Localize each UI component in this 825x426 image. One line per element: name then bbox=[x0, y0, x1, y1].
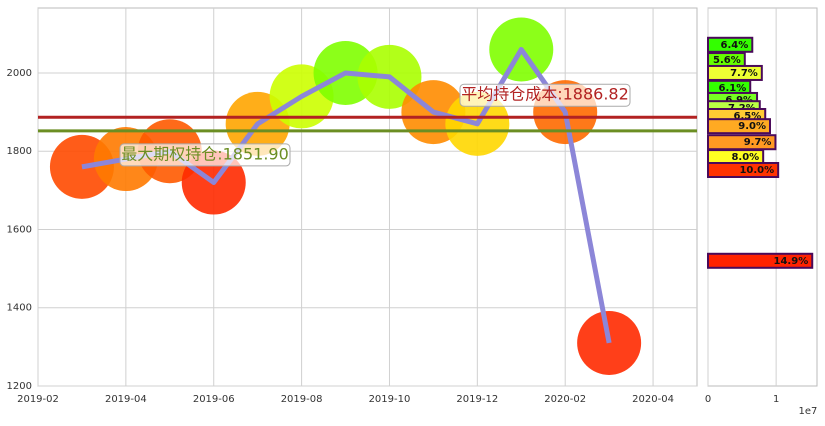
bar bbox=[707, 252, 814, 269]
y-tick-label: 1200 bbox=[7, 381, 32, 392]
x-tick-label: 2019-10 bbox=[369, 394, 411, 405]
bar-label: 7.7% bbox=[730, 68, 758, 79]
reference-label-box bbox=[459, 83, 631, 107]
x-tick-label: 0 bbox=[705, 394, 711, 405]
x-tick-label: 2019-12 bbox=[456, 394, 498, 405]
y-tick-label: 1600 bbox=[7, 224, 32, 235]
x-tick-label: 1 bbox=[773, 394, 779, 405]
x-offset-label: 1e7 bbox=[799, 406, 818, 417]
bar bbox=[707, 118, 771, 135]
y-tick-label: 2000 bbox=[7, 68, 32, 79]
x-tick-label: 2019-04 bbox=[105, 394, 147, 405]
y-tick-label: 1400 bbox=[7, 303, 32, 314]
bar-label: 9.0% bbox=[738, 121, 766, 132]
x-tick-label: 2020-04 bbox=[632, 394, 674, 405]
bar-label: 6.1% bbox=[719, 83, 747, 94]
reference-label: 平均持仓成本:1886.82 bbox=[461, 85, 629, 104]
x-tick-label: 2019-06 bbox=[193, 394, 235, 405]
bar-label: 10.0% bbox=[739, 165, 774, 176]
bar-label: 8.0% bbox=[731, 152, 759, 163]
bar bbox=[707, 162, 780, 178]
y-tick-label: 1800 bbox=[7, 146, 32, 157]
reference-label: 最大期权持仓:1851.90 bbox=[121, 144, 289, 163]
bar-label: 9.7% bbox=[744, 137, 772, 148]
reference-label-box bbox=[119, 143, 291, 167]
bar-label: 6.5% bbox=[733, 111, 761, 122]
x-tick-label: 2020-02 bbox=[544, 394, 586, 405]
bar-label: 5.6% bbox=[713, 55, 741, 66]
bar-label: 14.9% bbox=[774, 256, 809, 267]
bar-label: 6.4% bbox=[721, 40, 749, 51]
x-tick-label: 2019-08 bbox=[281, 394, 323, 405]
bar bbox=[707, 36, 754, 53]
x-tick-label: 2019-02 bbox=[17, 394, 59, 405]
